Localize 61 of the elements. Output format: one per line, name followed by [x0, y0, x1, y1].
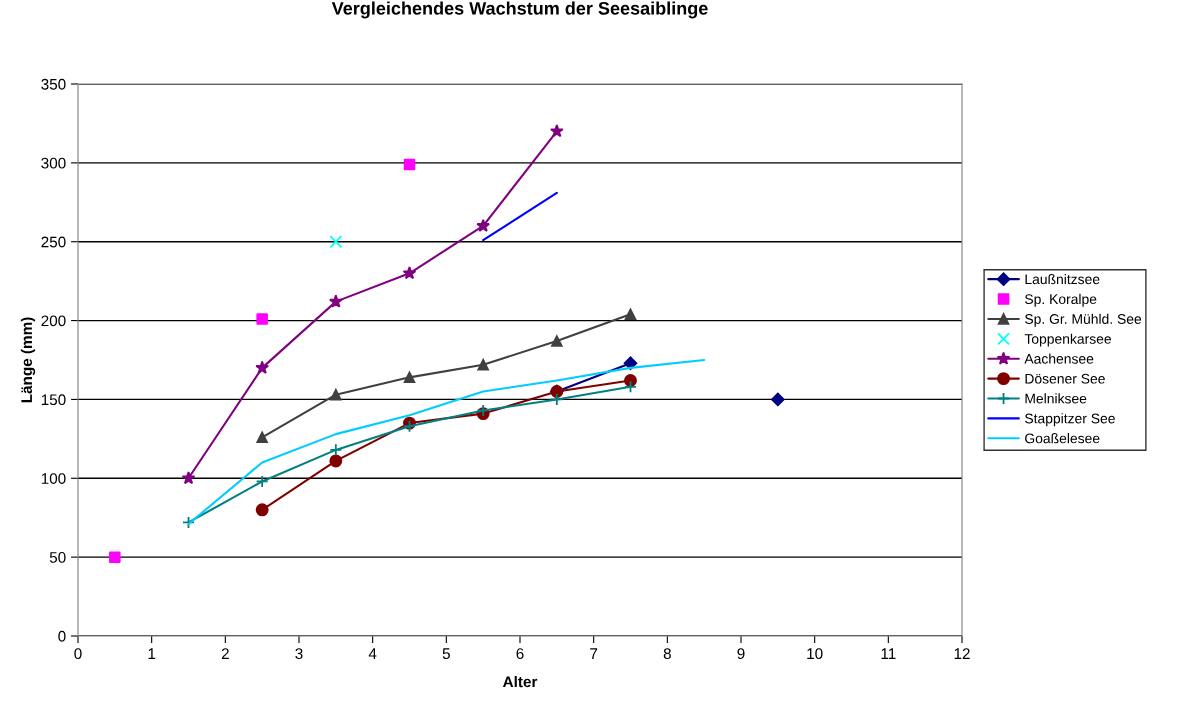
legend-label: Aachensee [1024, 353, 1094, 364]
point [330, 388, 342, 401]
point [477, 358, 489, 371]
x-tick-label: 6 [516, 648, 524, 660]
point [329, 443, 343, 457]
y-tick-label: 100 [41, 473, 66, 484]
y-tick-label: 300 [41, 157, 66, 169]
point [402, 266, 417, 280]
legend-label: Stappitzer See [1025, 413, 1115, 427]
x-tick-label: 7 [590, 648, 598, 659]
point [623, 356, 638, 370]
point [403, 158, 416, 171]
legend-label: Sp. Koralpe [1025, 293, 1097, 307]
x-tick-label: 8 [663, 648, 671, 660]
legend-label: Sp. Gr. Mühld. See [1025, 313, 1142, 327]
x-tick-label: 9 [737, 648, 745, 660]
y-axis-title: Länge (mm) [20, 317, 36, 403]
point [624, 374, 637, 387]
legend-label: Goaßelesee [1025, 433, 1100, 444]
point [255, 360, 270, 374]
point [550, 392, 564, 406]
point [624, 380, 637, 394]
point [624, 308, 637, 321]
point [256, 431, 268, 444]
point [403, 371, 416, 384]
chart-title: Vergleichendes Wachstum der Seesaiblinge [331, 1, 708, 19]
y-tick-label: 0 [58, 630, 66, 642]
y-tick-label: 200 [41, 315, 66, 327]
point [256, 313, 268, 325]
line-series [187, 358, 706, 526]
point [476, 218, 491, 232]
x-axis-title: Alter [502, 675, 538, 688]
legend-label: Laußnitzsee [1025, 273, 1100, 285]
point [551, 335, 563, 347]
point [109, 551, 121, 563]
y-tick-label: 150 [41, 394, 66, 406]
point [549, 124, 564, 138]
point [255, 474, 269, 488]
x-tick-label: 11 [881, 648, 896, 659]
point [329, 454, 343, 468]
legend-label: Dösener See [1025, 373, 1105, 384]
y-tick-label: 350 [41, 78, 66, 90]
y-tick-label: 250 [41, 236, 66, 248]
point [476, 404, 490, 417]
x-tick-label: 4 [368, 648, 377, 659]
point [182, 515, 195, 529]
x-tick-label: 3 [295, 648, 303, 660]
y-tick-label: 50 [49, 552, 66, 563]
legend-label: Melniksee [1025, 393, 1087, 404]
x-tick-label: 5 [442, 648, 450, 660]
legend-label: Toppenkarsee [1024, 333, 1112, 347]
point [328, 294, 343, 308]
point [771, 392, 785, 407]
x-tick-label: 1 [148, 648, 156, 659]
point [255, 503, 269, 517]
x-tick-label: 10 [807, 648, 823, 660]
x-tick-label: 12 [954, 648, 970, 659]
point [181, 471, 196, 485]
x-tick-label: 0 [74, 648, 82, 660]
x-tick-label: 2 [221, 648, 229, 659]
point [329, 235, 343, 249]
